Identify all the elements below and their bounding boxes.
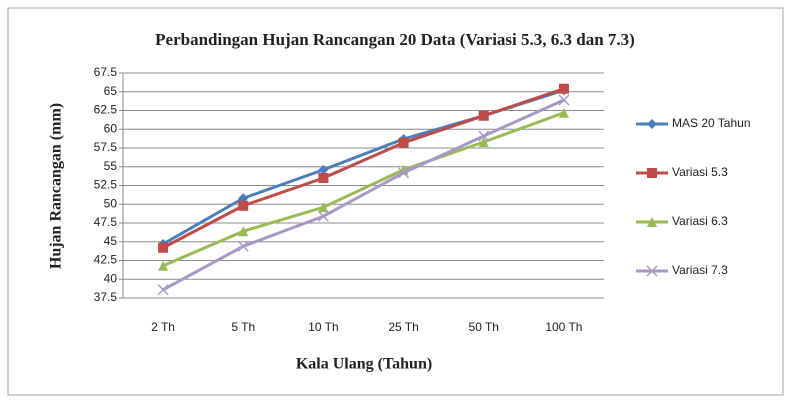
x-tick-label: 2 Th bbox=[151, 320, 175, 334]
data-point bbox=[398, 167, 410, 179]
data-point bbox=[158, 242, 169, 253]
legend-marker bbox=[647, 168, 657, 178]
data-point bbox=[398, 137, 409, 148]
data-point bbox=[558, 83, 569, 94]
legend-marker bbox=[647, 217, 657, 227]
data-point bbox=[318, 164, 329, 175]
data-point bbox=[318, 173, 329, 183]
y-tick-label: 62.5 bbox=[94, 103, 118, 117]
y-tick-label: 60 bbox=[104, 121, 118, 135]
chart-frame bbox=[7, 7, 784, 396]
series-line bbox=[162, 111, 565, 268]
y-tick-label: 45 bbox=[104, 234, 118, 248]
y-axis-label: Hujan Rancangan (mm) bbox=[48, 103, 65, 269]
y-tick-label: 65 bbox=[104, 84, 118, 98]
data-point bbox=[157, 284, 169, 296]
series-line bbox=[162, 98, 565, 292]
data-point bbox=[238, 200, 249, 211]
data-point bbox=[317, 210, 329, 222]
x-tick-label: 5 Th bbox=[231, 320, 255, 334]
y-tick-label: 67.5 bbox=[94, 65, 118, 79]
data-point bbox=[478, 130, 490, 142]
y-tick-label: 50 bbox=[104, 196, 118, 210]
chart-title: Perbandingan Hujan Rancangan 20 Data (Va… bbox=[155, 30, 635, 49]
x-tick-label: 25 Th bbox=[388, 320, 418, 334]
x-axis-label: Kala Ulang (Tahun) bbox=[296, 356, 432, 373]
legend-marker bbox=[647, 119, 657, 129]
legend-label: MAS 20 Tahun bbox=[672, 116, 751, 130]
y-tick-label: 57.5 bbox=[94, 140, 118, 154]
legend-label: Variasi 7.3 bbox=[672, 263, 728, 277]
data-point bbox=[478, 137, 489, 147]
x-tick-label: 50 Th bbox=[469, 320, 499, 334]
y-tick-label: 42.5 bbox=[94, 253, 118, 267]
data-point bbox=[318, 202, 329, 213]
x-tick-label: 100 Th bbox=[545, 320, 582, 334]
data-point bbox=[478, 110, 489, 121]
data-point bbox=[237, 240, 249, 252]
y-tick-label: 40 bbox=[104, 271, 118, 285]
y-tick-label: 55 bbox=[104, 159, 118, 173]
y-tick-label: 47.5 bbox=[94, 215, 118, 229]
series-line bbox=[162, 87, 565, 250]
y-tick-label: 52.5 bbox=[94, 178, 118, 192]
data-point bbox=[558, 94, 570, 106]
data-point bbox=[558, 107, 569, 118]
legend-marker bbox=[646, 265, 658, 277]
legend-label: Variasi 5.3 bbox=[672, 165, 728, 179]
x-tick-label: 10 Th bbox=[308, 320, 338, 334]
data-point bbox=[238, 226, 249, 237]
legend-label: Variasi 6.3 bbox=[672, 214, 728, 228]
data-point bbox=[158, 260, 169, 271]
y-tick-label: 37.5 bbox=[94, 290, 118, 304]
